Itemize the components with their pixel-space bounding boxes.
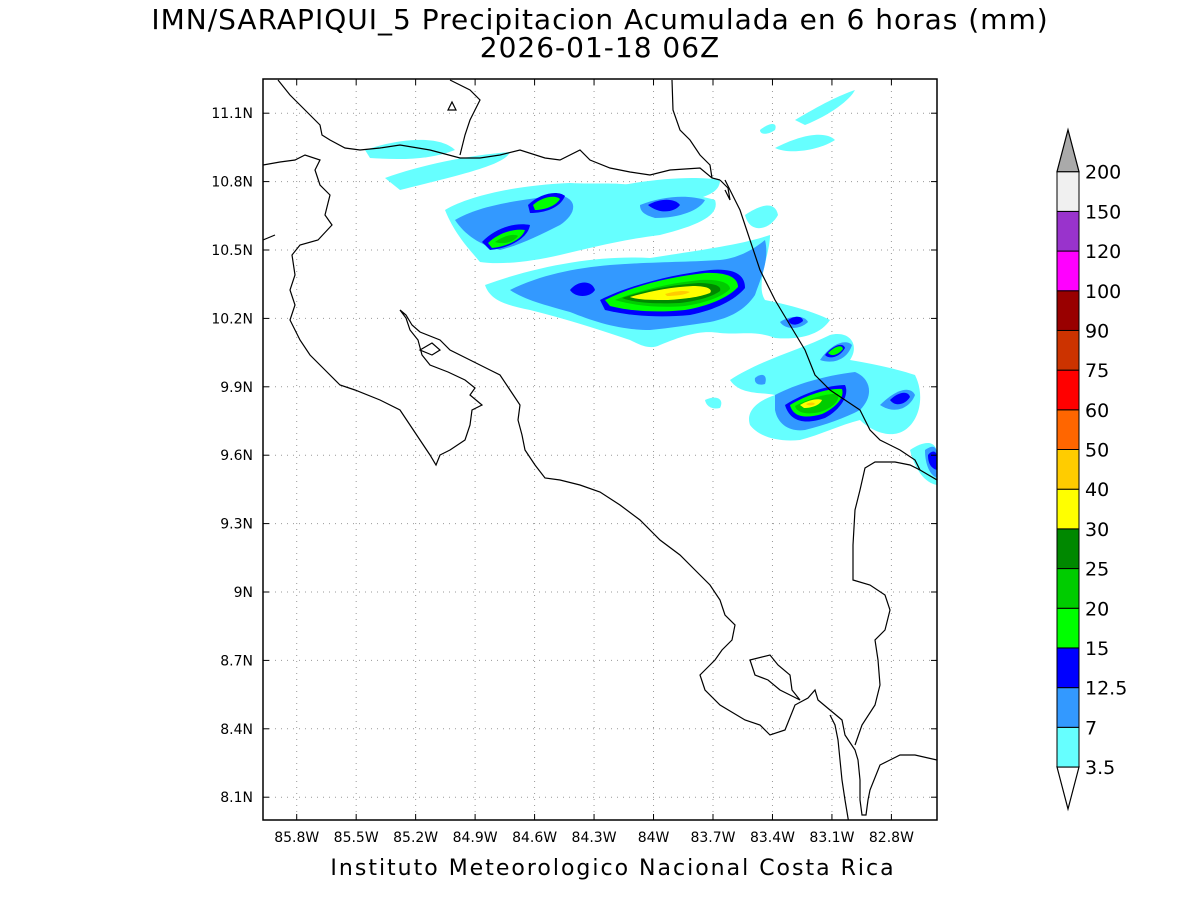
colorbar-swatch [1056, 726, 1080, 768]
colorbar-high-arrow [1056, 127, 1080, 173]
precip-field-mid-blue [754, 374, 766, 385]
lat-tick-label: 8.7N [220, 653, 253, 669]
lat-tick-label: 10.8N [211, 175, 253, 191]
costa-rica-panama-border [724, 179, 921, 471]
nicaragua-lake-shore [449, 79, 481, 156]
colorbar-swatch [1056, 607, 1080, 649]
nicaragua-coast [671, 79, 713, 179]
precip-field-bright-green [533, 196, 560, 210]
precip-field-dark-blue [890, 392, 910, 405]
lat-tick-label: 10.5N [211, 243, 253, 259]
precip-field-dark-blue [788, 316, 803, 325]
colorbar-swatch [1056, 290, 1080, 331]
coastlines [263, 79, 937, 820]
colorbar-label: 15 [1085, 638, 1109, 660]
precip-field-orange-yellow [806, 402, 815, 406]
precip-field-cyan [760, 124, 776, 134]
colorbar-label: 7 [1085, 717, 1097, 739]
colorbar-label: 120 [1085, 241, 1121, 263]
map-frame [262, 78, 938, 821]
axis-ticks [263, 79, 937, 820]
precip-field-dark-blue [570, 282, 595, 296]
colorbar-label: 90 [1085, 320, 1109, 342]
precip-field-green [495, 234, 518, 244]
lon-tick-label: 82.8W [869, 830, 914, 846]
colorbar-label: 200 [1085, 162, 1121, 184]
colorbar-swatch [1056, 409, 1080, 450]
precip-field-dark-blue [928, 451, 937, 470]
lon-tick-label: 85.8W [274, 830, 319, 846]
precip-field-cyan [795, 90, 855, 125]
precip-field-cyan [775, 134, 835, 152]
colorbar-low-arrow [1056, 766, 1080, 812]
precip-field-cyan [385, 152, 510, 190]
lon-tick-label: 85.2W [393, 830, 438, 846]
colorbar-swatch [1056, 488, 1080, 530]
colorbar-swatch [1056, 528, 1080, 570]
colorbar-label: 50 [1085, 440, 1109, 462]
lat-tick-label: 10.2N [211, 311, 253, 327]
colorbar: 3.5 7 12.5 15 20 25 30 40 50 60 75 90 100 120 150 200 [1056, 127, 1127, 812]
lon-tick-label: 84W [638, 830, 670, 846]
colorbar-swatch [1056, 647, 1080, 689]
map-date: 2026-01-18 06Z [479, 31, 721, 64]
colorbar-label: 30 [1085, 519, 1109, 541]
lat-tick-label: 8.4N [220, 722, 253, 738]
lat-tick-label: 9.3N [220, 517, 253, 533]
lat-tick-label: 11.1N [211, 106, 253, 122]
coast-detail [719, 179, 731, 201]
lon-tick-label: 84.3W [572, 830, 617, 846]
lake-island [418, 342, 442, 356]
lon-tick-label: 84.6W [512, 830, 557, 846]
precip-field-cyan [365, 139, 455, 160]
precipitation-fields [365, 90, 937, 485]
colorbar-swatch [1056, 171, 1080, 212]
precip-field-orange-yellow [665, 290, 690, 296]
colorbar-label: 150 [1085, 201, 1121, 223]
colorbar-swatch [1056, 687, 1080, 728]
colorbar-label: 12.5 [1085, 678, 1127, 700]
colorbar-swatch [1056, 568, 1080, 609]
lat-tick-label: 9.9N [220, 380, 253, 396]
colorbar-label: 100 [1085, 281, 1121, 303]
lat-tick-label: 9.6N [220, 448, 253, 464]
map-grid [263, 79, 937, 820]
colorbar-swatch [1056, 250, 1080, 292]
caribbean-coast-panama [852, 461, 937, 746]
colorbar-label: 40 [1085, 479, 1109, 501]
precip-field-dark-blue [648, 199, 680, 212]
lon-tick-label: 84.9W [453, 830, 498, 846]
colorbar-swatch [1056, 329, 1080, 371]
map-footer: Instituto Meteorologico Nacional Costa R… [330, 856, 896, 881]
lake-island [447, 100, 457, 111]
peninsula-inlet [749, 654, 801, 701]
coast-detail [263, 234, 276, 241]
nicaragua-border [277, 79, 721, 181]
panama-border [829, 714, 849, 820]
precip-field-cyan [705, 397, 722, 409]
map-title: IMN/SARAPIQUI_5 Precipitacion Acumulada … [151, 3, 1049, 36]
colorbar-label: 60 [1085, 400, 1109, 422]
latitude-labels: 11.1N 10.8N 10.5N 10.2N 9.9N 9.6N 9.3N 9N 8.7N 8.… [211, 106, 253, 806]
colorbar-swatch [1056, 210, 1080, 252]
lat-tick-label: 9N [234, 585, 253, 601]
lon-tick-label: 83.7W [690, 830, 735, 846]
lon-tick-label: 83.4W [750, 830, 795, 846]
longitude-labels: 85.8W 85.5W 85.2W 84.9W 84.6W 84.3W 84W 83.7W 83… [274, 830, 914, 846]
lat-tick-label: 8.1N [220, 790, 253, 806]
precip-field-cyan [745, 205, 778, 229]
colorbar-label: 20 [1085, 598, 1109, 620]
costa-rica-west-coast [263, 154, 937, 816]
lon-tick-label: 83.1W [809, 830, 854, 846]
colorbar-swatch [1056, 369, 1080, 411]
colorbar-label: 75 [1085, 360, 1109, 382]
colorbar-swatch [1056, 449, 1080, 490]
colorbar-label: 25 [1085, 559, 1109, 581]
colorbar-label: 3.5 [1085, 757, 1115, 779]
lon-tick-label: 85.5W [334, 830, 379, 846]
precip-field-bright-green [828, 346, 843, 356]
